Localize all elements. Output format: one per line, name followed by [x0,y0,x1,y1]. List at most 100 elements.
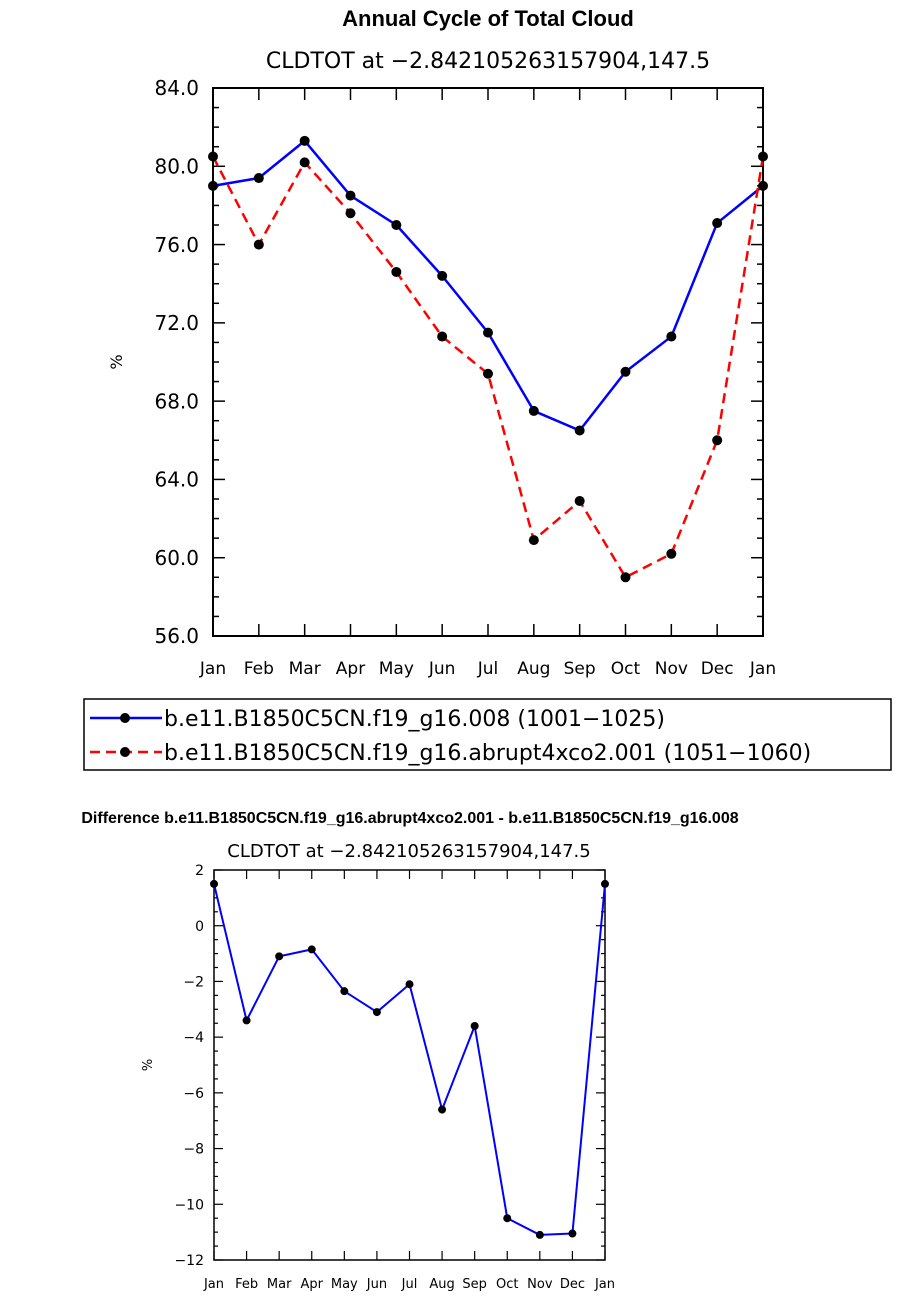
series-0-point [601,879,609,888]
y-tick-label: 0 [195,919,204,935]
series-1-point [208,151,218,162]
legend-marker-control [120,713,130,723]
chart2-subtitle: CLDTOT at −2.842105263157904,147.5 [227,841,590,862]
series-0-point [340,987,349,996]
x-tick-label: May [331,1277,358,1292]
x-tick-label: Apr [336,659,365,679]
series-line-1 [211,155,765,579]
legend-marker-abrupt4xco2 [120,747,130,757]
y-tick-label: 60.0 [154,546,199,570]
series-0-point [758,180,768,191]
series-0-point [405,980,414,989]
series-0-point [574,425,585,436]
series-1-point [483,368,493,379]
series-0-point [208,180,218,191]
chart2-title: Difference b.e11.B1850C5CN.f19_g16.abrup… [81,810,738,827]
series-1-point [758,151,768,162]
series-0-point [666,331,677,342]
y-tick-label: 76.0 [154,233,199,257]
y-tick-label: −6 [183,1086,204,1102]
x-tick-label: Jan [203,1277,224,1292]
x-tick-label: Mar [289,659,321,679]
y-tick-label: 56.0 [154,624,199,648]
series-0-point [391,220,402,230]
chart1-subtitle: CLDTOT at −2.842105263157904,147.5 [266,49,710,74]
series-1-point [345,208,356,219]
chart1-title: Annual Cycle of Total Cloud [342,6,634,31]
x-tick-label: Aug [517,659,550,679]
series-0-point [483,327,493,338]
plot-frame [213,869,606,1261]
series-1-point [620,572,631,583]
series-1-point [528,535,539,546]
legend: b.e11.B1850C5CN.f19_g16.008 (1001−1025) … [83,698,892,771]
x-tick-label: Jan [594,1277,615,1292]
series-0-point [253,173,264,184]
x-tick-label: Dec [701,659,734,679]
series-0-point [210,879,218,888]
difference-chart: Difference b.e11.B1850C5CN.f19_g16.abrup… [81,810,738,1292]
y-tick-label: 80.0 [154,154,199,178]
series-1-point [391,266,402,277]
x-tick-label: Sep [564,659,596,679]
y-tick-label: 2 [195,863,204,879]
series-0-point [712,218,723,229]
x-tick-label: Jan [199,659,226,679]
x-tick-label: Jan [749,659,776,679]
series-1-point [437,331,448,342]
y-tick-label: 72.0 [154,311,199,335]
y-tick-label: 84.0 [154,76,199,100]
y-tick-label: −8 [183,1142,204,1158]
x-tick-label: Aug [429,1277,454,1292]
y-tick-label: −12 [174,1253,204,1269]
x-tick-label: Feb [244,659,274,679]
x-tick-label: May [379,659,414,679]
plot-frame [212,87,764,637]
x-tick-label: Mar [267,1277,292,1292]
x-tick-label: Sep [462,1277,487,1292]
x-tick-label: Jun [366,1277,387,1292]
series-0-point [568,1229,577,1238]
chart1-y-axis-label: % [107,354,126,369]
x-tick-label: Jul [401,1277,418,1292]
series-0-point [372,1008,381,1017]
y-tick-label: 64.0 [154,468,199,492]
series-0-point [275,952,284,961]
series-1-point [253,239,264,250]
series-1-point [574,495,585,506]
x-tick-label: Dec [560,1277,585,1292]
chart2-y-axis-label: % [141,1059,156,1071]
x-tick-label: Oct [611,659,641,679]
y-tick-label: 68.0 [154,389,199,413]
x-tick-label: Nov [527,1277,553,1292]
y-tick-label: −4 [183,1030,204,1046]
legend-box [83,698,892,771]
series-0-point [528,405,539,416]
x-tick-label: Jul [477,659,499,679]
series-1-point [666,548,677,559]
series-0-point [535,1230,544,1239]
x-tick-label: Jun [428,659,456,679]
series-0-point [503,1214,512,1223]
x-tick-label: Apr [301,1277,324,1292]
series-0-point [620,366,631,377]
x-tick-label: Feb [235,1277,258,1292]
x-tick-label: Nov [655,659,688,679]
series-0-point [299,135,310,146]
legend-label-control: b.e11.B1850C5CN.f19_g16.008 (1001−1025) [164,707,665,732]
legend-label-abrupt4xco2: b.e11.B1850C5CN.f19_g16.abrupt4xco2.001 … [164,741,811,766]
series-0-point [242,1016,251,1025]
y-tick-label: −2 [183,974,204,990]
series-1-point [712,435,723,446]
series-1-point [299,157,310,168]
series-0-point [438,1105,447,1114]
y-tick-label: −10 [174,1197,204,1213]
annual-cycle-chart: Annual Cycle of Total Cloud CLDTOT at −2… [83,6,892,771]
series-line-0 [213,883,606,1236]
series-0-point [470,1022,479,1030]
series-0-point [345,190,356,201]
series-0-point [307,945,316,954]
series-0-point [437,270,448,281]
series-line-0 [212,139,764,432]
